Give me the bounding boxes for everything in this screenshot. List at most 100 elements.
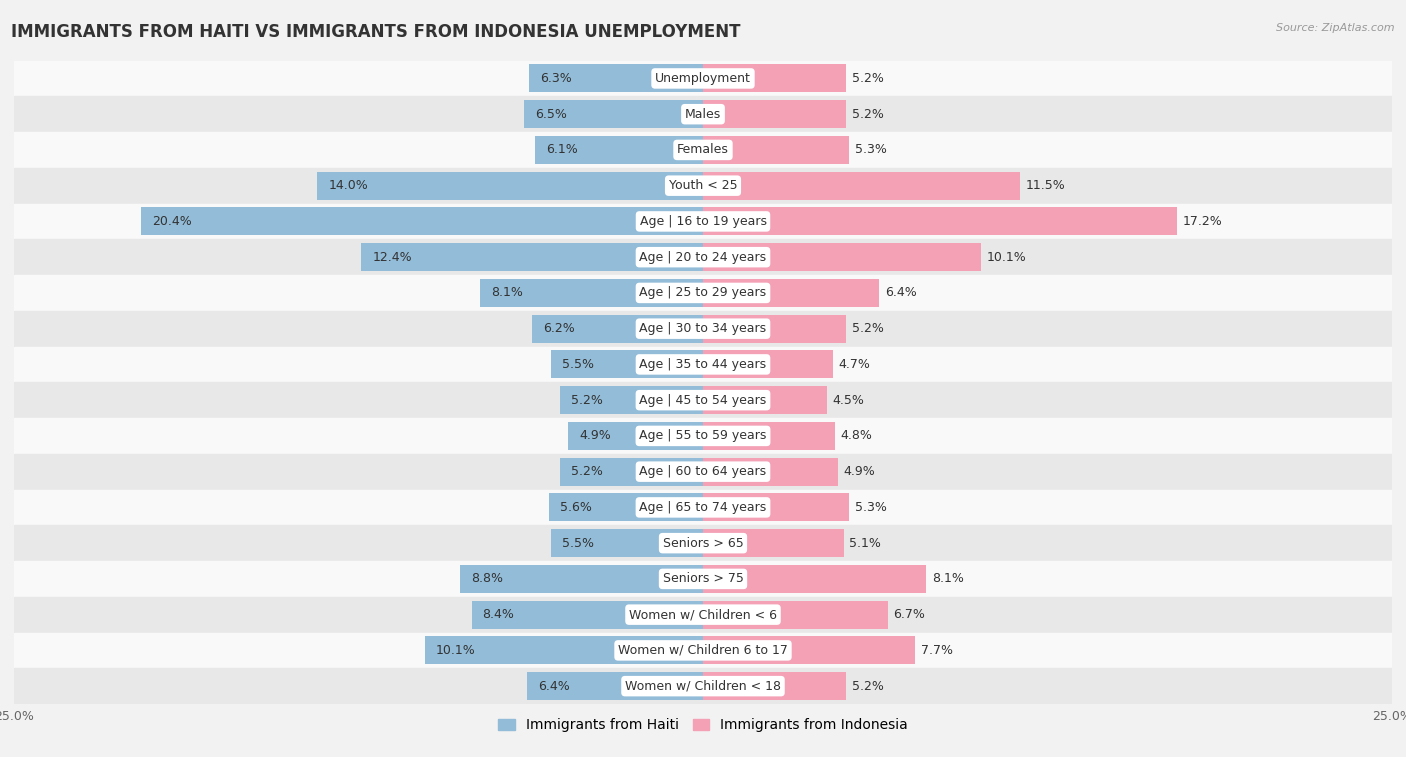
Bar xyxy=(14,61,1392,96)
Text: 5.2%: 5.2% xyxy=(852,107,884,120)
Text: 6.1%: 6.1% xyxy=(546,143,578,157)
Text: 5.2%: 5.2% xyxy=(852,322,884,335)
Bar xyxy=(471,601,703,628)
Text: 5.3%: 5.3% xyxy=(855,143,886,157)
Text: 6.5%: 6.5% xyxy=(534,107,567,120)
Text: Age | 45 to 54 years: Age | 45 to 54 years xyxy=(640,394,766,407)
Text: 6.4%: 6.4% xyxy=(884,286,917,300)
Text: 6.4%: 6.4% xyxy=(537,680,569,693)
Bar xyxy=(318,172,703,200)
Bar xyxy=(14,204,1392,239)
Bar xyxy=(551,350,703,378)
Bar xyxy=(703,422,835,450)
Bar xyxy=(14,347,1392,382)
Bar xyxy=(703,100,846,128)
Bar xyxy=(534,136,703,164)
Bar xyxy=(524,100,703,128)
Bar xyxy=(703,172,1019,200)
Text: 8.8%: 8.8% xyxy=(471,572,503,585)
Bar xyxy=(703,386,827,414)
Bar xyxy=(14,168,1392,204)
Bar xyxy=(703,64,846,92)
Text: 8.1%: 8.1% xyxy=(491,286,523,300)
Bar xyxy=(703,279,879,307)
Text: Age | 20 to 24 years: Age | 20 to 24 years xyxy=(640,251,766,263)
Bar xyxy=(530,64,703,92)
Bar xyxy=(703,458,838,485)
Bar xyxy=(703,350,832,378)
Text: IMMIGRANTS FROM HAITI VS IMMIGRANTS FROM INDONESIA UNEMPLOYMENT: IMMIGRANTS FROM HAITI VS IMMIGRANTS FROM… xyxy=(11,23,741,41)
Text: 14.0%: 14.0% xyxy=(328,179,368,192)
Text: 4.9%: 4.9% xyxy=(844,465,876,478)
Bar xyxy=(703,601,887,628)
Text: Women w/ Children 6 to 17: Women w/ Children 6 to 17 xyxy=(619,644,787,657)
Text: Seniors > 65: Seniors > 65 xyxy=(662,537,744,550)
Bar xyxy=(703,494,849,522)
Text: 5.1%: 5.1% xyxy=(849,537,882,550)
Text: 4.8%: 4.8% xyxy=(841,429,873,442)
Text: 5.2%: 5.2% xyxy=(852,72,884,85)
Text: Unemployment: Unemployment xyxy=(655,72,751,85)
Bar xyxy=(703,136,849,164)
Bar xyxy=(361,243,703,271)
Text: Age | 30 to 34 years: Age | 30 to 34 years xyxy=(640,322,766,335)
Text: Females: Females xyxy=(678,143,728,157)
Text: 12.4%: 12.4% xyxy=(373,251,412,263)
Text: 7.7%: 7.7% xyxy=(921,644,953,657)
Text: Males: Males xyxy=(685,107,721,120)
Text: Women w/ Children < 6: Women w/ Children < 6 xyxy=(628,608,778,621)
Bar xyxy=(479,279,703,307)
Text: 6.3%: 6.3% xyxy=(540,72,572,85)
Bar xyxy=(527,672,703,700)
Text: 5.2%: 5.2% xyxy=(571,394,603,407)
Text: Source: ZipAtlas.com: Source: ZipAtlas.com xyxy=(1277,23,1395,33)
Text: Age | 55 to 59 years: Age | 55 to 59 years xyxy=(640,429,766,442)
Bar xyxy=(703,565,927,593)
Text: 8.1%: 8.1% xyxy=(932,572,963,585)
Text: Seniors > 75: Seniors > 75 xyxy=(662,572,744,585)
Bar xyxy=(703,243,981,271)
Text: Age | 16 to 19 years: Age | 16 to 19 years xyxy=(640,215,766,228)
Bar xyxy=(141,207,703,235)
Bar xyxy=(14,239,1392,275)
Bar xyxy=(568,422,703,450)
Bar xyxy=(14,525,1392,561)
Text: 6.2%: 6.2% xyxy=(543,322,575,335)
Bar xyxy=(14,597,1392,633)
Text: Age | 60 to 64 years: Age | 60 to 64 years xyxy=(640,465,766,478)
Bar xyxy=(14,668,1392,704)
Bar xyxy=(14,561,1392,597)
Bar xyxy=(14,96,1392,132)
Bar xyxy=(425,637,703,665)
Bar xyxy=(531,315,703,343)
Text: 6.7%: 6.7% xyxy=(893,608,925,621)
Text: 4.9%: 4.9% xyxy=(579,429,610,442)
Bar xyxy=(703,207,1177,235)
Bar xyxy=(14,382,1392,418)
Bar xyxy=(703,672,846,700)
Text: 5.5%: 5.5% xyxy=(562,358,595,371)
Text: Youth < 25: Youth < 25 xyxy=(669,179,737,192)
Bar xyxy=(703,315,846,343)
Text: 11.5%: 11.5% xyxy=(1025,179,1066,192)
Bar xyxy=(14,275,1392,311)
Text: 4.7%: 4.7% xyxy=(838,358,870,371)
Text: 5.2%: 5.2% xyxy=(571,465,603,478)
Bar xyxy=(703,637,915,665)
Bar xyxy=(14,311,1392,347)
Bar xyxy=(14,132,1392,168)
Bar xyxy=(14,453,1392,490)
Text: 5.2%: 5.2% xyxy=(852,680,884,693)
Bar xyxy=(548,494,703,522)
Bar xyxy=(560,386,703,414)
Text: 5.3%: 5.3% xyxy=(855,501,886,514)
Bar xyxy=(461,565,703,593)
Bar xyxy=(14,633,1392,668)
Text: 5.6%: 5.6% xyxy=(560,501,592,514)
Text: 4.5%: 4.5% xyxy=(832,394,865,407)
Text: 17.2%: 17.2% xyxy=(1182,215,1222,228)
Text: Age | 25 to 29 years: Age | 25 to 29 years xyxy=(640,286,766,300)
Bar xyxy=(14,490,1392,525)
Text: 5.5%: 5.5% xyxy=(562,537,595,550)
Text: Age | 35 to 44 years: Age | 35 to 44 years xyxy=(640,358,766,371)
